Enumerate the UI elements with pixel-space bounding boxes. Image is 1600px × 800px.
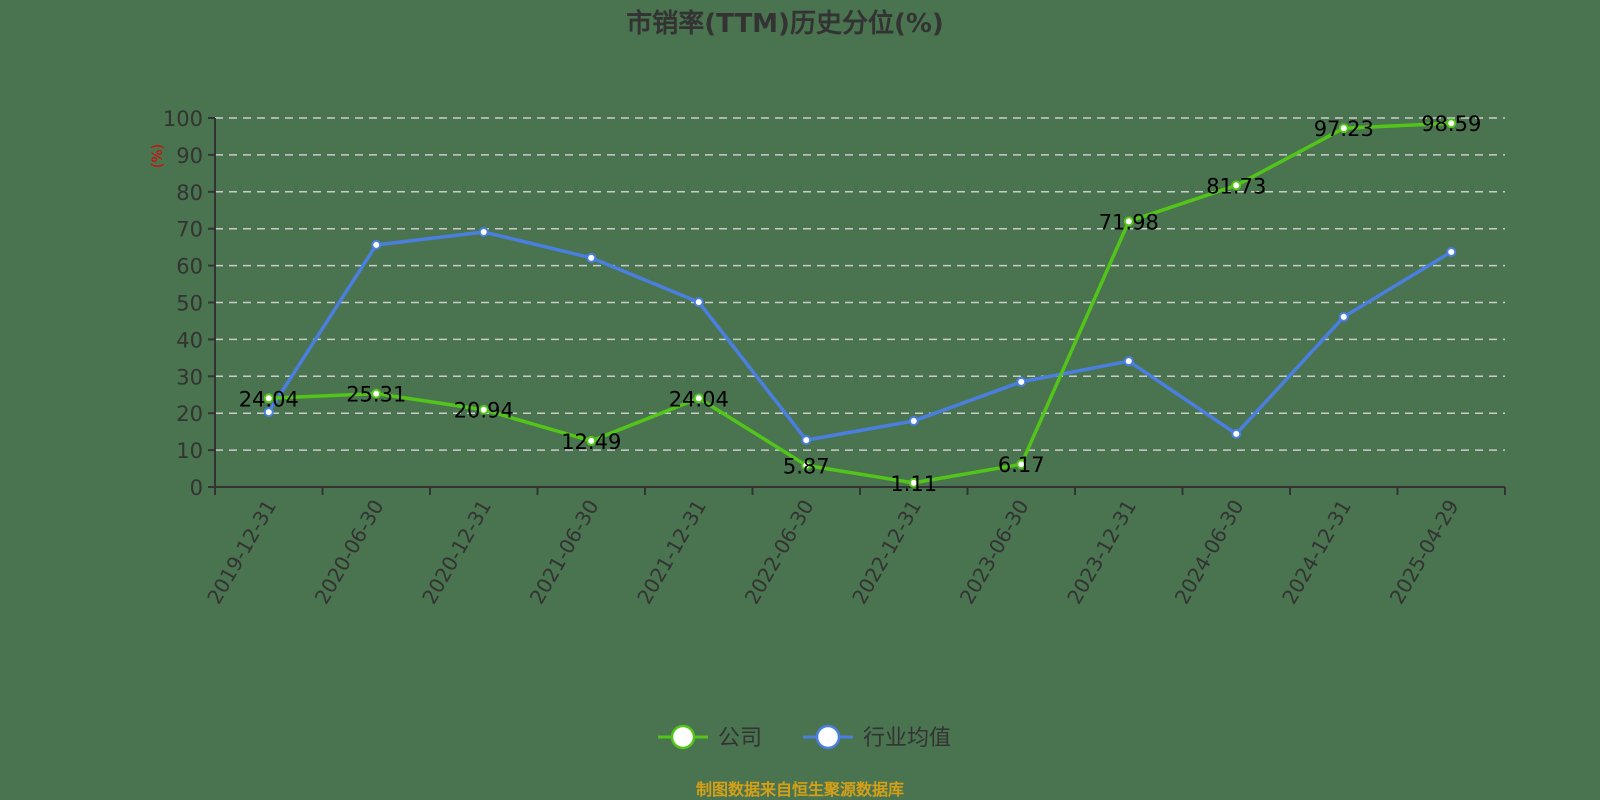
data-point[interactable] xyxy=(693,393,704,404)
data-point[interactable] xyxy=(1338,123,1349,134)
y-tick-label: 90 xyxy=(176,144,203,168)
x-tick-label: 2021-06-30 xyxy=(525,496,604,609)
data-point[interactable] xyxy=(586,252,597,263)
data-point[interactable] xyxy=(586,435,597,446)
data-point[interactable] xyxy=(478,404,489,415)
data-label: 20.94 xyxy=(454,399,514,423)
data-point[interactable] xyxy=(1231,428,1242,439)
data-point[interactable] xyxy=(371,239,382,250)
data-point[interactable] xyxy=(908,415,919,426)
data-label: 1.11 xyxy=(890,472,937,496)
y-tick-label: 60 xyxy=(176,255,203,279)
y-tick-label: 10 xyxy=(176,439,203,463)
legend[interactable]: 公司 行业均值 xyxy=(658,724,951,751)
data-label: 12.49 xyxy=(561,430,621,454)
data-point[interactable] xyxy=(1123,216,1134,227)
x-tick-label: 2023-06-30 xyxy=(955,496,1034,609)
data-point[interactable] xyxy=(1446,246,1457,257)
y-tick-label: 40 xyxy=(176,328,203,352)
y-tick-label: 0 xyxy=(190,476,203,500)
source-note: 制图数据来自恒生聚源数据库 xyxy=(696,780,904,799)
data-point[interactable] xyxy=(693,297,704,308)
series-group xyxy=(263,118,1457,488)
data-label: 24.04 xyxy=(239,387,299,411)
series-line xyxy=(267,230,1453,442)
legend-label: 公司 xyxy=(718,726,762,751)
data-label: 24.04 xyxy=(669,387,729,411)
x-tick-label: 2025-04-29 xyxy=(1385,496,1464,609)
x-tick-label: 2024-12-31 xyxy=(1277,496,1356,609)
y-tick-label: 70 xyxy=(176,218,203,242)
x-tick-label: 2023-12-31 xyxy=(1062,496,1141,609)
data-point[interactable] xyxy=(1231,180,1242,191)
data-point[interactable] xyxy=(1123,356,1134,367)
x-tick-label: 2022-12-31 xyxy=(847,496,926,609)
x-axis: 2019-12-31 2020-06-30 2020-12-31 2021-06-30… xyxy=(202,486,1506,609)
x-tick-label: 2022-06-30 xyxy=(740,496,819,609)
data-point[interactable] xyxy=(1338,311,1349,322)
data-point[interactable] xyxy=(478,227,489,238)
data-label: 6.17 xyxy=(998,453,1045,477)
legend-marker-icon xyxy=(670,724,696,750)
x-tick-label: 2021-12-31 xyxy=(632,496,711,609)
x-tick-label: 2020-12-31 xyxy=(417,496,496,609)
x-tick-label: 2019-12-31 xyxy=(202,496,281,609)
y-tick-label: 30 xyxy=(176,365,203,389)
x-tick-label: 2024-06-30 xyxy=(1170,496,1249,609)
grid-lines xyxy=(215,117,1505,451)
data-label: 81.73 xyxy=(1206,174,1266,198)
chart-title: 市销率(TTM)历史分位(%) xyxy=(626,8,944,39)
data-point[interactable] xyxy=(801,460,812,471)
data-label: 25.31 xyxy=(346,383,406,407)
data-label: 97.23 xyxy=(1314,117,1374,141)
data-point[interactable] xyxy=(371,388,382,399)
y-axis: 0 10 20 30 40 50 60 70 80 90 100 xyxy=(163,107,216,500)
x-tick-label: 2020-06-30 xyxy=(310,496,389,609)
data-point[interactable] xyxy=(908,477,919,488)
legend-label: 行业均值 xyxy=(863,726,951,751)
data-label: 71.98 xyxy=(1099,210,1159,234)
legend-item[interactable]: 公司 xyxy=(658,724,762,751)
y-tick-label: 20 xyxy=(176,402,203,426)
data-point[interactable] xyxy=(263,393,274,404)
data-point[interactable] xyxy=(1446,118,1457,129)
y-tick-label: 50 xyxy=(176,292,203,316)
series-line xyxy=(268,121,1452,485)
data-point[interactable] xyxy=(263,407,274,418)
legend-marker-icon xyxy=(815,724,841,750)
y-tick-label: 100 xyxy=(163,107,203,131)
data-point[interactable] xyxy=(801,435,812,446)
y-axis-unit: (%) xyxy=(150,144,166,168)
legend-item[interactable]: 行业均值 xyxy=(803,724,951,751)
data-label: 98.59 xyxy=(1421,112,1481,136)
data-point[interactable] xyxy=(1016,459,1027,470)
data-point[interactable] xyxy=(1016,376,1027,387)
data-labels: 24.04 25.31 20.94 12.49 24.04 5.87 1.11 6.17 71.… xyxy=(239,112,1482,496)
data-label: 5.87 xyxy=(783,454,830,478)
y-tick-label: 80 xyxy=(176,181,203,205)
